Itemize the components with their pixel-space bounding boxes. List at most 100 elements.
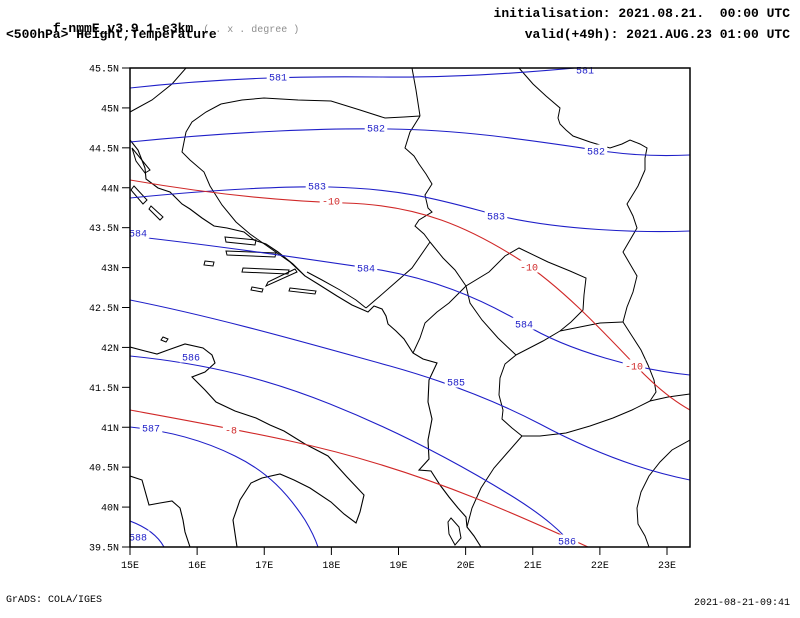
contour-label-bg	[555, 534, 579, 547]
contour-label: -8	[225, 427, 237, 438]
lat-tick-label: 44N	[101, 184, 119, 195]
border-macedonia-greece	[522, 393, 690, 437]
lat-tick-label: 39.5N	[89, 544, 119, 555]
height-contour-588	[130, 520, 165, 547]
model-name: f-nmmE_v3.9.1-e3km	[52, 21, 194, 36]
border-croatia-serbia	[411, 68, 421, 117]
contour-label: 587	[142, 425, 160, 436]
coastline-italy-tyrrhenian	[130, 475, 191, 547]
adriatic-islands	[130, 147, 462, 546]
contour-label-bg	[305, 179, 329, 192]
coastline-adriatic-east	[130, 139, 482, 547]
header-row-1: f-nmmE_v3.9.1-e3km ( . x . degree ) initi…	[0, 6, 800, 51]
initialisation-time: initialisation: 2021.08.21. 00:00 UTC	[493, 6, 790, 21]
contour-labels-layer: 581 581 582 582 583 583 584 584 584 585 586 586 587 5…	[126, 63, 646, 549]
contour-label-bg	[319, 194, 343, 207]
temp-contour-minus10	[130, 179, 690, 411]
island-korcula	[241, 267, 290, 275]
border-albania-macedonia	[498, 354, 523, 437]
peninsula-peljesac	[264, 268, 298, 288]
valid-time: valid(+49h): 2021.AUG.23 01:00 UTC	[524, 27, 790, 42]
contour-label: 583	[487, 213, 505, 224]
lat-tick-label: 43.5N	[89, 224, 119, 235]
header-row-2: <500hPa> Height,Temperature valid(+49h):…	[0, 27, 800, 42]
creation-timestamp: 2021-08-21-09:41	[693, 598, 790, 609]
height-contour-586	[130, 355, 575, 547]
contour-label: -10	[625, 363, 643, 374]
contour-label-bg	[512, 317, 536, 330]
contour-label-bg	[364, 121, 388, 134]
height-contour-583	[130, 186, 690, 233]
axes-layer: 45.5N 45N 44.5N 44N 43.5N 43N 42.5N 42N 41.5N 41N…	[89, 65, 676, 573]
contour-label: 582	[587, 148, 605, 159]
contour-label: -10	[520, 264, 538, 275]
contour-label: 583	[308, 183, 326, 194]
island-tremiti	[160, 336, 169, 343]
lon-tick-label: 22E	[591, 561, 609, 572]
contour-label: 586	[558, 538, 576, 549]
lon-tick-label: 18E	[322, 561, 340, 572]
contour-label: 588	[129, 534, 147, 545]
contour-label: 585	[447, 379, 465, 390]
contour-label: 584	[129, 230, 147, 241]
island-mljet	[288, 287, 317, 295]
lat-tick-label: 42.5N	[89, 304, 119, 315]
border-drina-bosnia-serbia	[404, 115, 433, 243]
height-contour-582	[130, 128, 690, 157]
lon-tick-label: 23E	[658, 561, 676, 572]
lat-tick-label: 44.5N	[89, 144, 119, 155]
island-lastovo	[250, 286, 264, 293]
border-bosnia-montenegro	[365, 241, 431, 309]
border-montenegro-serbia	[429, 241, 467, 287]
border-serbia-romania	[518, 68, 648, 170]
height-contour-581	[130, 68, 581, 89]
border-bosnia-coastal-strip	[306, 271, 367, 309]
island-dugi-otok	[130, 185, 148, 205]
contour-label-bg	[444, 375, 468, 388]
contour-label-bg	[266, 70, 290, 83]
lon-tick-label: 17E	[255, 561, 273, 572]
contour-label: 581	[576, 67, 594, 78]
border-slovenia-croatia	[130, 68, 187, 113]
border-albania-greece	[466, 435, 523, 528]
height-contour-587	[130, 426, 319, 547]
border-bosnia-north-sava	[220, 97, 421, 119]
contour-label-bg	[573, 63, 597, 76]
height-contour-584	[130, 235, 690, 376]
lon-tick-label: 19E	[389, 561, 407, 572]
lat-tick-label: 45.5N	[89, 65, 119, 76]
contour-label: 582	[367, 125, 385, 136]
contour-label-bg	[126, 226, 150, 239]
lon-tick-label: 20E	[457, 561, 475, 572]
island-corfu	[447, 517, 462, 546]
country-borders	[130, 68, 690, 547]
border-serbia-macedonia	[559, 321, 624, 332]
border-montenegro-albania	[412, 285, 467, 354]
island-kornati	[148, 205, 164, 221]
lat-tick-label: 41.5N	[89, 384, 119, 395]
contour-label: 581	[269, 74, 287, 85]
coastline-italy-adriatic	[130, 343, 365, 547]
field-title: <500hPa> Height,Temperature	[6, 27, 217, 42]
lon-tick-label: 21E	[524, 561, 542, 572]
contour-label-bg	[179, 350, 203, 363]
lat-tick-label: 41N	[101, 424, 119, 435]
island-brac	[224, 236, 257, 246]
contour-label: 584	[357, 265, 375, 276]
region-kosovo	[465, 247, 587, 356]
temp-contour-minus8	[130, 409, 589, 547]
contour-label-bg	[484, 209, 508, 222]
island-pag	[131, 147, 151, 174]
contour-label: 586	[182, 354, 200, 365]
contour-label-bg	[126, 530, 150, 543]
lat-tick-label: 45N	[101, 104, 119, 115]
grads-credit: GrADS: COLA/IGES	[6, 595, 103, 606]
lat-tick-label: 40.5N	[89, 464, 119, 475]
plot-frame	[129, 67, 691, 548]
island-vis	[203, 260, 215, 267]
border-bosnia-west	[181, 103, 306, 277]
lat-tick-label: 40N	[101, 504, 119, 515]
border-macedonia-bulgaria	[622, 321, 657, 402]
